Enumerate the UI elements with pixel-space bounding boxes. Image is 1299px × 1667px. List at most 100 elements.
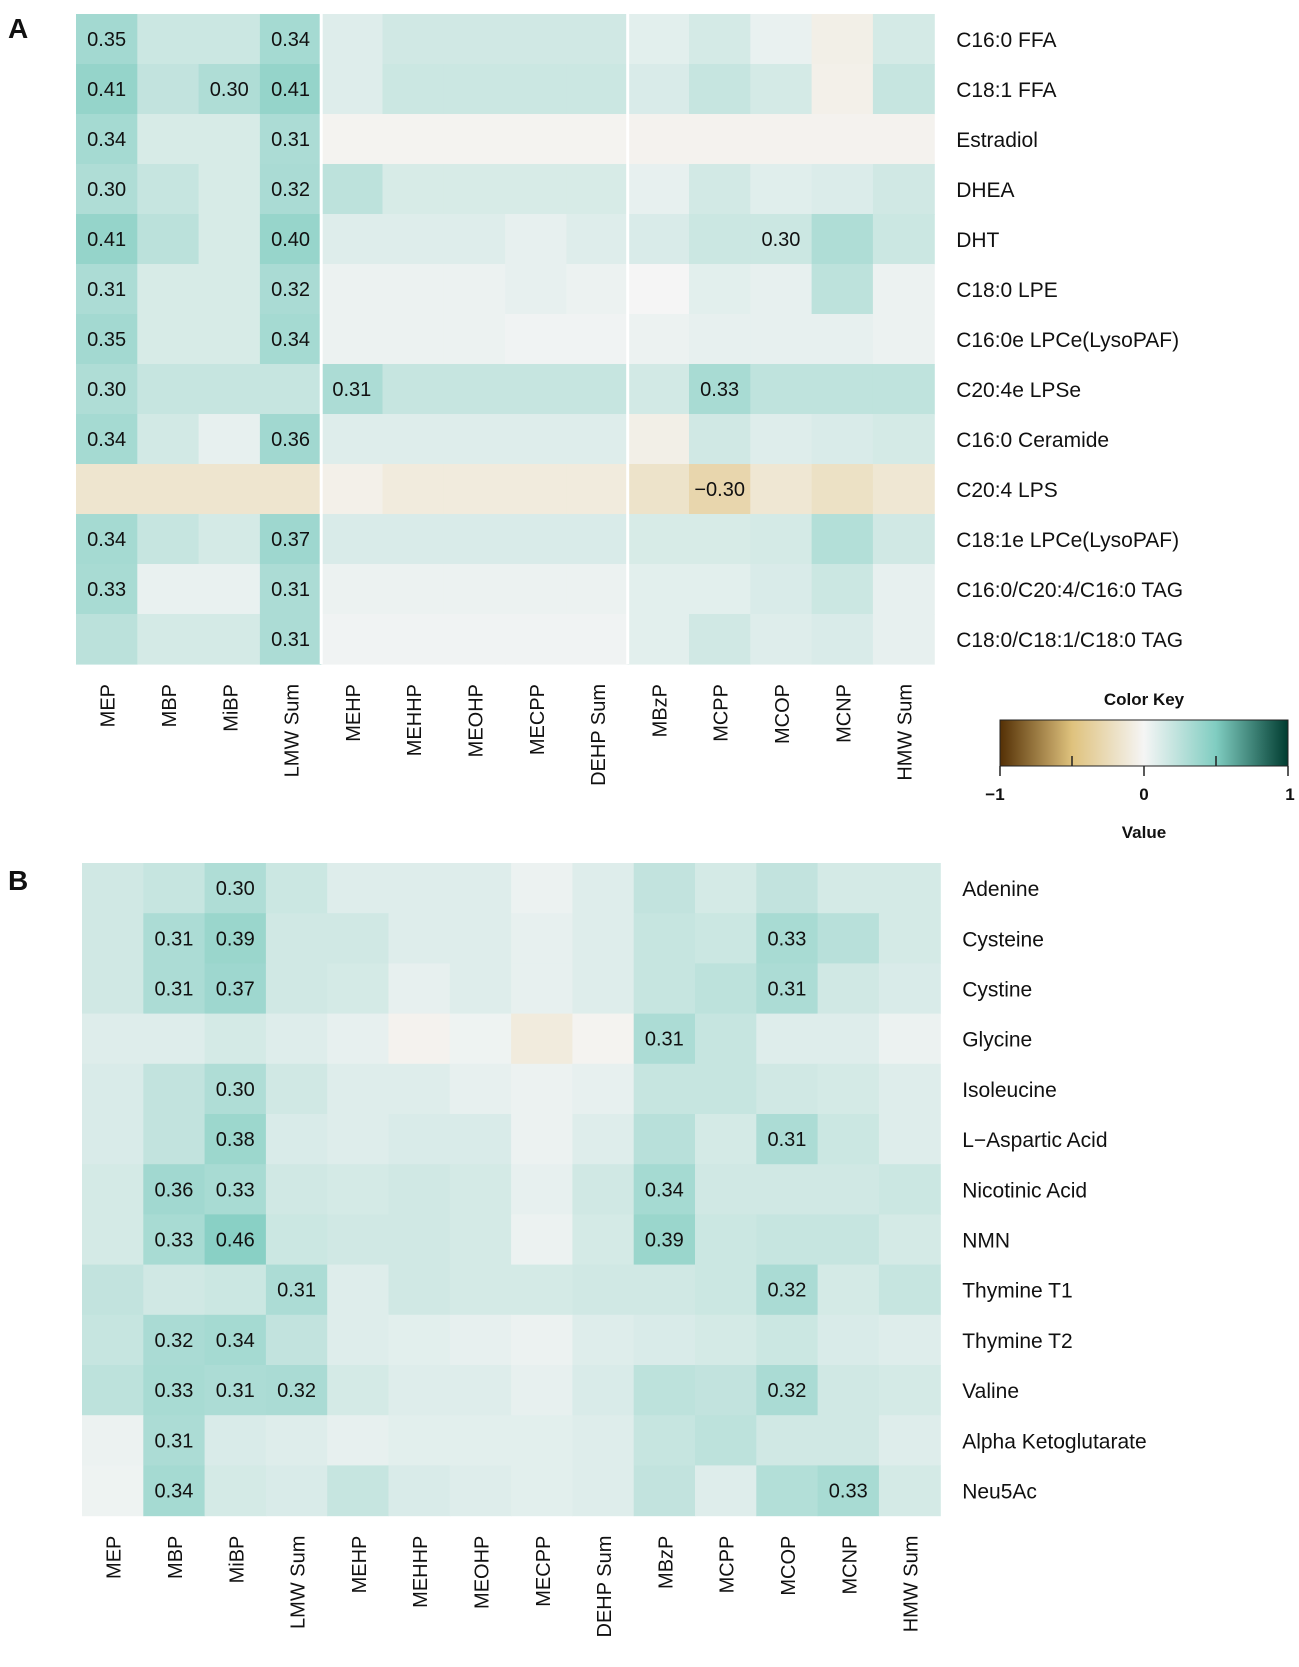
- heatmap-cell: [689, 514, 751, 565]
- heatmap-cell: [388, 1063, 451, 1115]
- cell-value-label: −0.30: [694, 479, 745, 501]
- cell-value-label: 0.34: [271, 329, 310, 351]
- cell-value-label: 0.31: [332, 379, 371, 401]
- heatmap-cell: [321, 614, 384, 665]
- row-label: Thymine T1: [962, 1280, 1072, 1303]
- heatmap-cell: [204, 1314, 267, 1366]
- heatmap-cell: [143, 1465, 206, 1517]
- heatmap-cell: [143, 963, 206, 1015]
- heatmap-cell: [689, 564, 751, 615]
- heatmap-cell: [265, 1164, 328, 1215]
- heatmap-cell: [878, 1314, 941, 1366]
- heatmap-cell: [327, 1164, 390, 1215]
- heatmap-cell: [695, 1214, 757, 1266]
- heatmap-cell: [265, 913, 328, 964]
- heatmap-cell: [382, 464, 445, 515]
- heatmap-cell: [756, 1415, 819, 1466]
- cell-value-label: 0.31: [271, 629, 310, 651]
- heatmap-cell: [204, 1114, 267, 1165]
- heatmap-cell: [566, 14, 629, 65]
- cell-value-label: 0.34: [87, 529, 126, 551]
- heatmap-cell: [872, 414, 935, 465]
- column-label: DEHP Sum: [594, 1536, 616, 1638]
- heatmap-cell: [388, 963, 451, 1015]
- cell-value-label: 0.38: [216, 1129, 255, 1151]
- heatmap-cell: [449, 1164, 512, 1215]
- heatmap-cell: [76, 464, 138, 515]
- heatmap-cell: [505, 14, 567, 65]
- row-label: L−Aspartic Acid: [962, 1129, 1107, 1152]
- cell-value-label: 0.32: [767, 1380, 806, 1402]
- heatmap-cell: [259, 164, 322, 215]
- heatmap-cell: [143, 1063, 206, 1115]
- heatmap-cell: [878, 913, 941, 964]
- heatmap-cell: [143, 1415, 206, 1466]
- heatmap-cell: [817, 863, 880, 914]
- heatmap-cell: [265, 1314, 328, 1366]
- heatmap-cell: [750, 414, 813, 465]
- cell-value-label: 0.37: [216, 979, 255, 1001]
- heatmap-cell: [198, 614, 261, 665]
- heatmap-cell: [443, 64, 506, 115]
- heatmap-cell: [76, 414, 138, 465]
- cell-value-label: 0.31: [645, 1029, 684, 1051]
- heatmap-cell: [695, 1314, 757, 1366]
- heatmap-cell: [82, 1063, 144, 1115]
- heatmap-cell: [76, 114, 138, 165]
- heatmap-cell: [811, 564, 874, 615]
- column-label: MEHHP: [404, 684, 426, 756]
- heatmap-cell: [756, 1114, 819, 1165]
- heatmap-cell: [198, 164, 261, 215]
- cell-value-label: 0.30: [87, 179, 126, 201]
- heatmap-panel-a: 0.35 0.34 0.41 0.30 0.41 0.34 0.31 0.30 0.32 0.41…: [76, 14, 1183, 786]
- heatmap-cell: [689, 114, 751, 165]
- heatmap-cell: [449, 1264, 512, 1316]
- column-label: MBP: [165, 1536, 187, 1579]
- heatmap-cell: [756, 863, 819, 914]
- heatmap-cell: [388, 1465, 451, 1517]
- heatmap-cell: [443, 214, 506, 265]
- heatmap-cell: [327, 913, 390, 964]
- heatmap-cell: [443, 614, 506, 665]
- heatmap-cell: [572, 1465, 635, 1517]
- heatmap-cell: [756, 1164, 819, 1215]
- column-label: MEHP: [349, 1536, 371, 1594]
- heatmap-cell: [137, 414, 200, 465]
- heatmap-cell: [137, 164, 200, 215]
- heatmap-cell: [511, 1365, 573, 1416]
- color-key: Color Key −1 0 1 Value: [985, 690, 1294, 842]
- heatmap-cell: [511, 1214, 573, 1266]
- heatmap-cell: [695, 1465, 757, 1517]
- cell-value-label: 0.46: [216, 1230, 255, 1252]
- heatmap-cell: [76, 614, 138, 665]
- heatmap-cell: [817, 1013, 880, 1065]
- cell-value-label: 0.34: [87, 129, 126, 151]
- heatmap-cell: [817, 1214, 880, 1266]
- heatmap-cell: [872, 514, 935, 565]
- heatmap-cell: [633, 1063, 696, 1115]
- heatmap-cell: [388, 1314, 451, 1366]
- cell-value-label: 0.35: [87, 29, 126, 51]
- heatmap-cell: [695, 1365, 757, 1416]
- heatmap-cell: [449, 1365, 512, 1416]
- heatmap-cell: [572, 1415, 635, 1466]
- row-label: NMN: [962, 1230, 1010, 1253]
- heatmap-cell: [449, 913, 512, 964]
- heatmap-cell: [82, 1164, 144, 1215]
- heatmap-cell: [627, 414, 690, 465]
- heatmap-cell: [76, 564, 138, 615]
- heatmap-cell: [321, 64, 384, 115]
- heatmap-cell: [443, 514, 506, 565]
- heatmap-cell: [695, 1063, 757, 1115]
- cell-value-label: 0.33: [216, 1179, 255, 1201]
- heatmap-cell: [388, 1114, 451, 1165]
- row-label: C18:0/C18:1/C18:0 TAG: [956, 629, 1183, 652]
- heatmap-cell: [327, 1314, 390, 1366]
- heatmap-cell: [321, 514, 384, 565]
- heatmap-cell: [695, 1013, 757, 1065]
- column-label: MEOHP: [471, 1536, 493, 1609]
- heatmap-cell: [511, 1264, 573, 1316]
- cell-value-label: 0.32: [271, 279, 310, 301]
- row-label: Cysteine: [962, 928, 1044, 951]
- heatmap-cell: [198, 314, 261, 365]
